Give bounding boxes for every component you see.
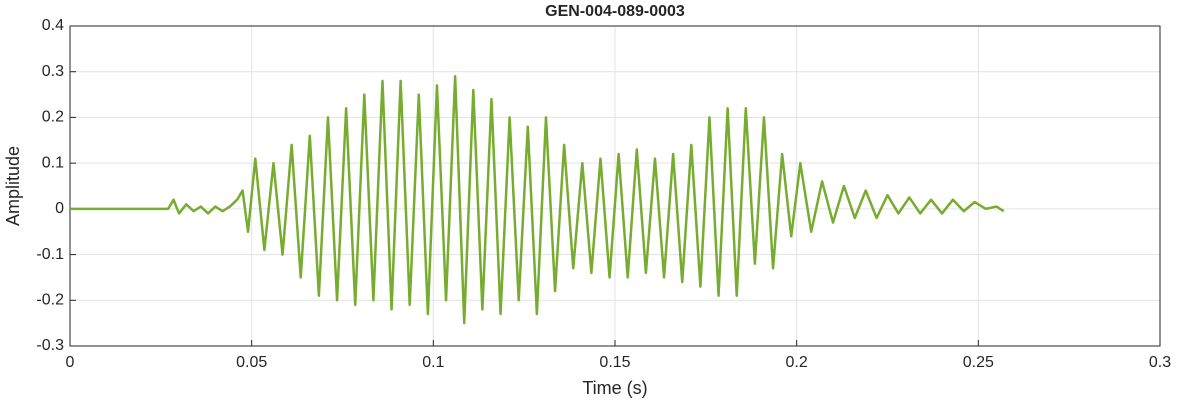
y-tick-label: 0 bbox=[55, 200, 64, 217]
y-tick-label: -0.2 bbox=[36, 292, 64, 309]
x-axis-label: Time (s) bbox=[582, 378, 647, 398]
y-tick-label: -0.3 bbox=[36, 337, 64, 354]
y-tick-label: 0.4 bbox=[42, 17, 64, 34]
x-tick-label: 0 bbox=[66, 354, 75, 371]
y-tick-label: 0.3 bbox=[42, 63, 64, 80]
y-tick-label: 0.2 bbox=[42, 109, 64, 126]
y-axis-label: Amplitude bbox=[3, 146, 23, 226]
y-tick-label: -0.1 bbox=[36, 246, 64, 263]
x-tick-label: 0.1 bbox=[422, 354, 444, 371]
x-tick-label: 0.05 bbox=[236, 354, 267, 371]
signal-line bbox=[70, 75, 1005, 325]
x-tick-label: 0.2 bbox=[786, 354, 808, 371]
x-tick-label: 0.25 bbox=[963, 354, 994, 371]
x-tick-label: 0.15 bbox=[599, 354, 630, 371]
chart-title: GEN-004-089-0003 bbox=[545, 3, 685, 20]
x-tick-label: 0.3 bbox=[1149, 354, 1171, 371]
plot-frame bbox=[69, 25, 1161, 347]
y-tick-label: 0.1 bbox=[42, 154, 64, 171]
